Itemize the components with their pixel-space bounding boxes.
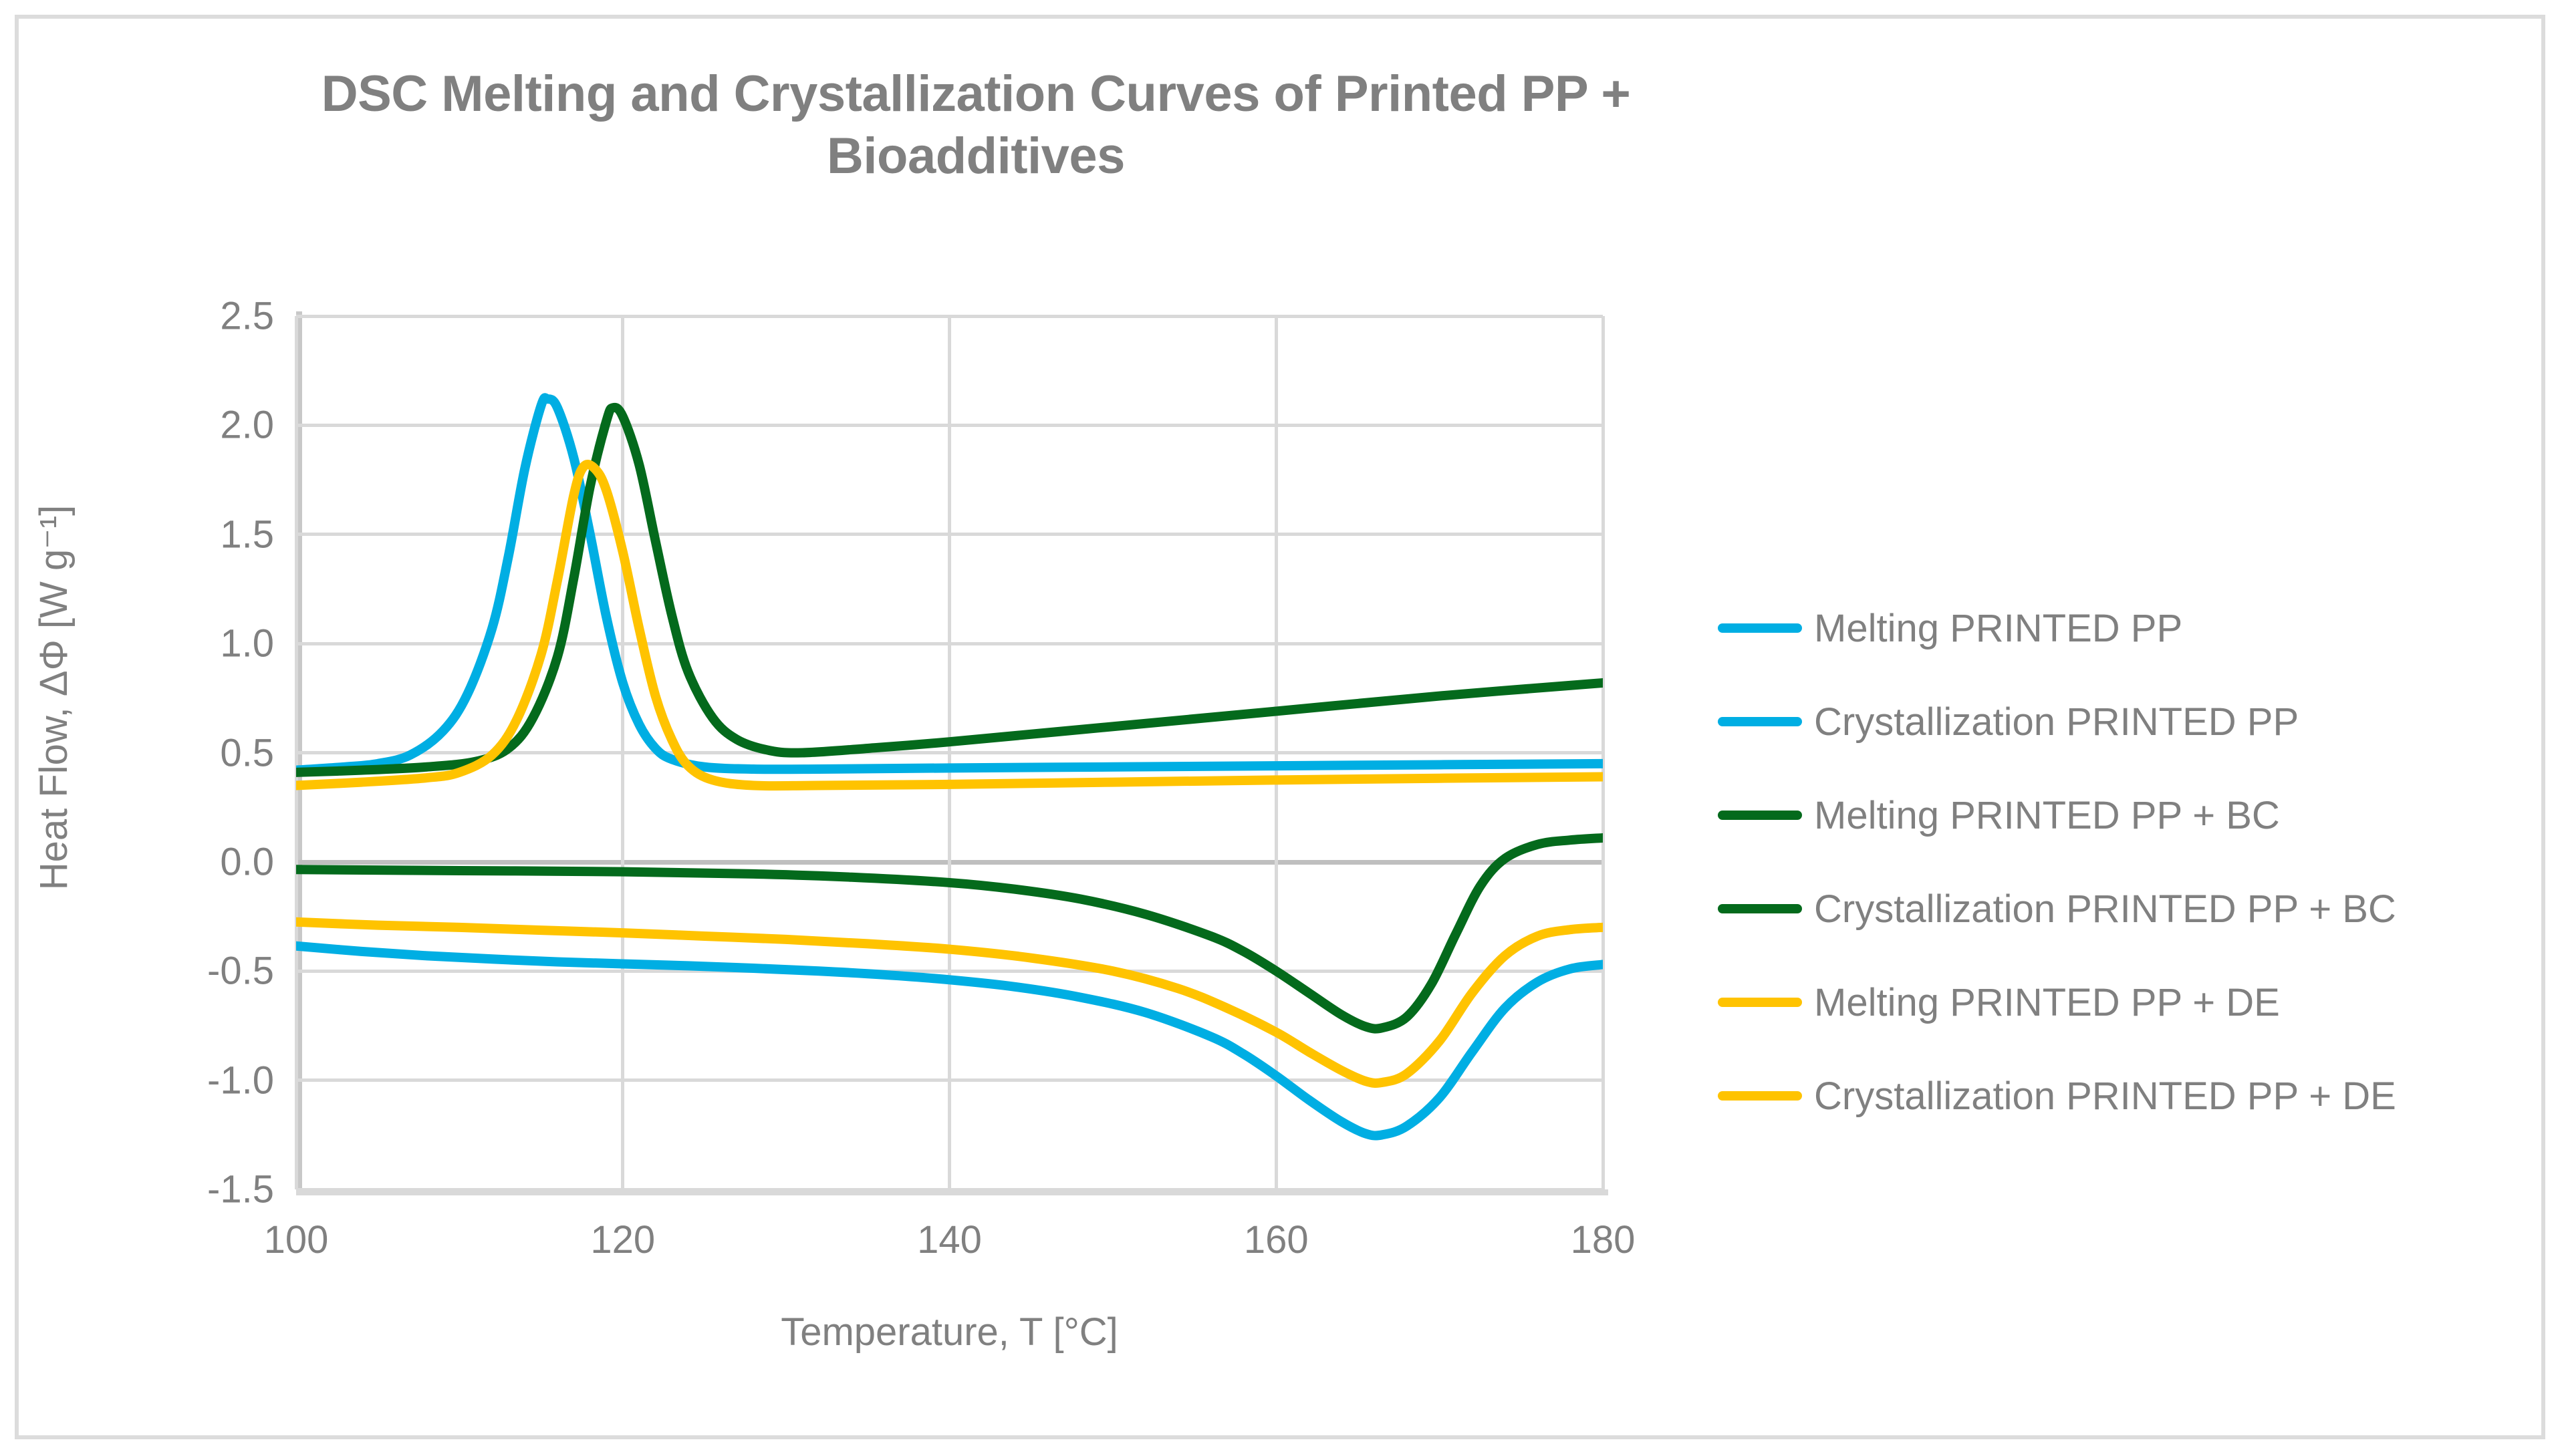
x-axis-tick-labels: 100 120 140 160 180 [264,1217,1636,1271]
x-axis-line [296,1189,1608,1195]
y-axis-tick-labels: 2.5 2.0 1.5 1.0 0.5 0.0 -0.5 -1.0 -1.5 [114,295,274,1211]
legend-item-label: Crystallization PRINTED PP [1814,700,2299,744]
x-tick-label: 120 [590,1218,656,1262]
legend-item[interactable]: Crystallization PRINTED PP + DE [1718,1049,2520,1143]
x-axis-title: Temperature, T [°C] [781,1310,1118,1354]
chart-title-line-2: Bioadditives [827,127,1125,184]
chart-title-line-1: DSC Melting and Crystallization Curves o… [321,65,1631,122]
legend-color-swatch [1718,904,1802,913]
legend-item[interactable]: Crystallization PRINTED PP [1718,675,2520,768]
gridline-x-120 [621,316,625,1189]
gridline-y--1.5 [296,1187,1603,1191]
data-curves [296,393,1603,1141]
y-tick-label: 1.5 [220,513,274,557]
gridline-x-180 [1601,316,1605,1189]
legend-item[interactable]: Melting PRINTED PP [1718,581,2520,675]
y-tick-label: 2.0 [220,403,274,447]
y-axis-title: Heat Flow, ΔΦ [W g⁻¹] [32,504,76,891]
curve-crystallization-printed-pp [296,393,1603,775]
gridline-x-100 [294,316,298,1189]
legend-item[interactable]: Crystallization PRINTED PP + BC [1718,862,2520,956]
curve-melting-printed-pp-de [296,917,1603,1088]
chart-title: DSC Melting and Crystallization Curves o… [287,63,1664,187]
y-tick-label: 0.5 [220,731,274,774]
legend-item-label: Crystallization PRINTED PP + DE [1814,1074,2396,1118]
y-tick-label: 2.5 [220,294,274,338]
legend-item[interactable]: Melting PRINTED PP + BC [1718,768,2520,862]
curve-melting-printed-pp [296,941,1603,1141]
legend-color-swatch [1718,998,1802,1007]
legend-item-label: Melting PRINTED PP [1814,606,2183,650]
gridline-x-160 [1274,316,1278,1189]
x-tick-label: 160 [1243,1218,1309,1262]
y-tick-label: 1.0 [220,621,274,666]
y-tick-label: -1.0 [207,1058,274,1103]
curve-crystallization-printed-pp-bc [296,402,1603,777]
legend-item-label: Melting PRINTED PP + BC [1814,793,2280,837]
curve-melting-printed-pp-bc [296,833,1603,1034]
x-tick-label: 180 [1570,1218,1636,1262]
y-tick-label: 0.0 [220,840,274,884]
x-tick-label: 140 [917,1218,982,1262]
legend-item[interactable]: Melting PRINTED PP + DE [1718,956,2520,1049]
legend-color-swatch [1718,1091,1802,1101]
legend-color-swatch [1718,717,1802,726]
curve-crystallization-printed-pp-de [296,460,1603,791]
chart-legend: Melting PRINTED PP Crystallization PRINTE… [1718,581,2520,1143]
chart-border [15,15,2545,1439]
gridline-x-140 [948,316,951,1189]
legend-item-label: Melting PRINTED PP + DE [1814,980,2280,1024]
y-tick-label: -1.5 [207,1167,274,1211]
legend-color-swatch [1718,623,1802,633]
legend-item-label: Crystallization PRINTED PP + BC [1814,887,2396,931]
plot-area [294,314,1605,1191]
legend-color-swatch [1718,811,1802,820]
y-tick-label: -0.5 [207,949,274,993]
x-tick-label: 100 [263,1218,329,1262]
